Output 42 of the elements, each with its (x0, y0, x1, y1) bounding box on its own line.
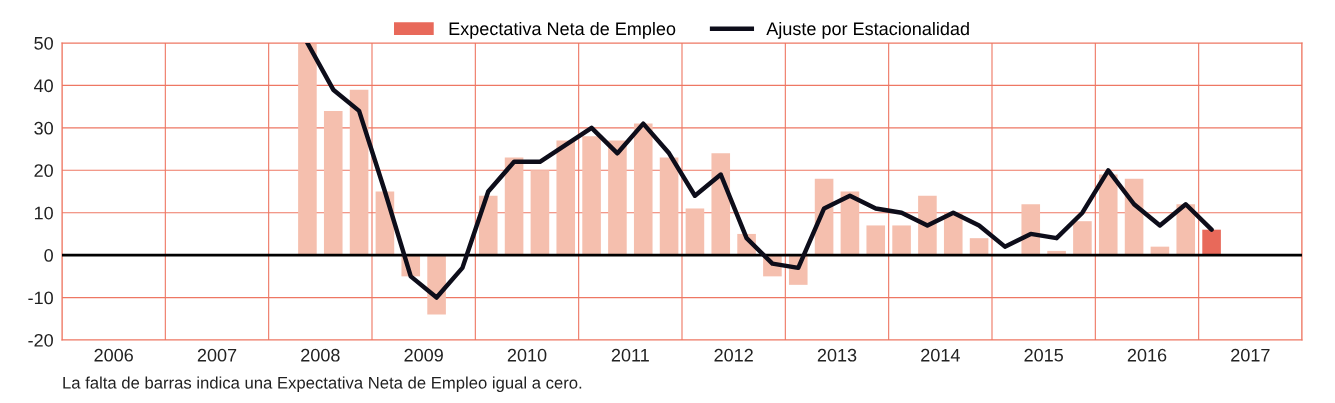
bar (892, 225, 911, 256)
bar (1098, 174, 1118, 256)
y-tick-label: -10 (28, 291, 53, 305)
bar (582, 136, 601, 256)
bar (685, 208, 705, 256)
bar (298, 43, 317, 256)
bar (323, 110, 343, 256)
x-tick-label: 2009 (404, 348, 443, 362)
x-tick-label: 2014 (921, 348, 960, 362)
bar (349, 89, 369, 256)
x-tick-label: 2016 (1127, 348, 1167, 362)
bar (1202, 229, 1221, 256)
x-tick-label: 2010 (507, 348, 547, 362)
x-tick-label: 2006 (94, 348, 133, 362)
bar (608, 140, 627, 256)
x-tick-label: 2015 (1024, 348, 1063, 362)
bar (504, 157, 524, 256)
bar (530, 170, 550, 256)
bar (711, 153, 731, 256)
bar (659, 157, 679, 256)
x-tick-label: 2013 (817, 348, 857, 362)
legend-label: Expectativa Neta de Empleo (449, 21, 676, 39)
x-tick-label: 2011 (611, 348, 649, 362)
y-tick-label: 50 (34, 36, 53, 50)
bar (633, 123, 653, 256)
x-tick-label: 2017 (1231, 348, 1270, 362)
y-tick-label: 40 (34, 79, 53, 93)
bar (1073, 221, 1092, 256)
bar (969, 238, 989, 256)
y-tick-label: -20 (28, 333, 53, 347)
bar (556, 140, 576, 256)
y-tick-label: 0 (44, 249, 53, 262)
x-tick-label: 2007 (197, 348, 237, 362)
bar (866, 225, 886, 256)
text: La falta de barras indica una Expectativa Neta de Empleo igual a cero. (63, 376, 582, 392)
y-tick-label: 20 (34, 164, 53, 178)
x-tick-label: 2008 (301, 348, 340, 362)
x-tick-label: 2012 (714, 348, 753, 362)
line-series (305, 43, 1214, 300)
legend-label: Ajuste por Estacionalidad (766, 21, 969, 39)
y-tick-label: 10 (34, 206, 53, 220)
y-tick-label: 30 (34, 121, 53, 135)
